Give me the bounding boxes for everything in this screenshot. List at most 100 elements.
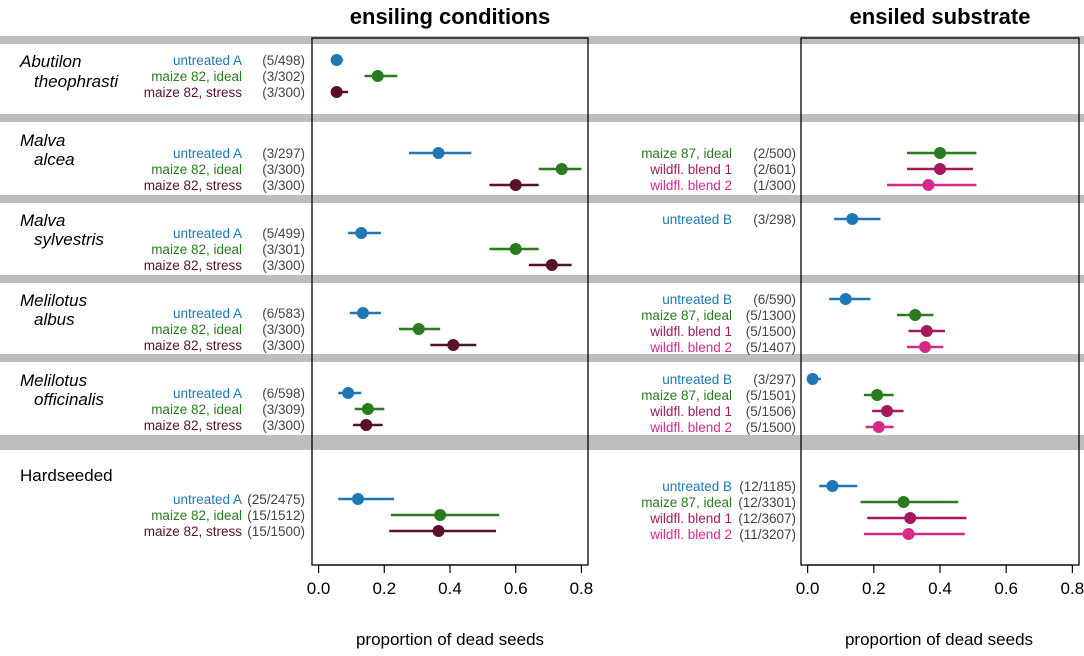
row-count: (12/3301) xyxy=(738,495,796,510)
estimate-point xyxy=(371,70,384,82)
x-tick-label: 0.8 xyxy=(1061,579,1084,598)
estimate-point xyxy=(934,163,946,175)
axes: ensiling conditions 0.0 0.2 0.4 0.6 0.8 propor… xyxy=(307,4,1084,649)
row-count: (5/1407) xyxy=(746,340,796,355)
row-count: (12/1185) xyxy=(739,479,796,494)
estimate-point xyxy=(872,421,885,433)
estimate-point xyxy=(361,403,374,415)
estimate-point xyxy=(922,179,935,191)
row-count: (15/1512) xyxy=(247,508,305,523)
x-tick-label: 0.0 xyxy=(307,579,331,598)
x-tick-label: 0.6 xyxy=(994,579,1018,598)
row-count: (5/1300) xyxy=(746,308,796,323)
separator-bands xyxy=(0,36,1084,450)
separator-band xyxy=(0,114,1084,122)
row-count: (3/300) xyxy=(262,178,305,193)
estimate-point xyxy=(806,373,819,385)
estimate-point xyxy=(355,227,368,239)
row-count: (3/300) xyxy=(262,322,305,337)
separator-band xyxy=(0,354,1084,362)
row-count: (11/3207) xyxy=(739,527,796,542)
species-name: officinalis xyxy=(34,390,104,409)
species-name: Melilotus xyxy=(20,291,88,310)
row-label: wildfl. blend 1 xyxy=(649,324,732,339)
row-count: (3/298) xyxy=(753,212,796,227)
row-label: maize 82, ideal xyxy=(151,402,242,417)
row-label: maize 87, ideal xyxy=(641,146,732,161)
data-marks xyxy=(330,54,977,540)
row-label: untreated B xyxy=(662,292,732,307)
species-name: alcea xyxy=(34,150,75,169)
row-label: wildfl. blend 1 xyxy=(649,404,732,419)
row-label: wildfl. blend 2 xyxy=(649,527,732,542)
estimate-point xyxy=(356,307,369,319)
species-name: albus xyxy=(34,310,75,329)
row-count: (3/297) xyxy=(753,372,796,387)
row-label: untreated A xyxy=(173,146,242,161)
x-axis-label: proportion of dead seeds xyxy=(356,630,544,649)
row-label: wildfl. blend 2 xyxy=(649,340,732,355)
species-name: Hardseeded xyxy=(20,466,113,485)
row-count: (3/309) xyxy=(262,402,305,417)
row-label: maize 87, ideal xyxy=(641,388,732,403)
estimate-point xyxy=(846,213,859,225)
species-name: Abutilon xyxy=(19,52,81,71)
row-count: (3/300) xyxy=(262,85,305,100)
estimate-point xyxy=(330,86,343,98)
estimate-point xyxy=(432,525,445,537)
row-label: wildfl. blend 2 xyxy=(649,178,732,193)
x-tick-label: 0.2 xyxy=(862,579,886,598)
estimate-point xyxy=(509,179,522,191)
row-count: (6/590) xyxy=(753,292,796,307)
estimate-point xyxy=(545,259,558,271)
row-count: (2/601) xyxy=(753,162,796,177)
estimate-point xyxy=(904,512,917,524)
row-label: untreated A xyxy=(173,53,242,68)
species-name: theophrasti xyxy=(34,72,119,91)
x-tick-label: 0.4 xyxy=(438,579,462,598)
estimate-point xyxy=(839,293,852,305)
row-label: untreated A xyxy=(173,226,242,241)
row-label: maize 82, stress xyxy=(144,338,243,353)
row-label: maize 87, ideal xyxy=(641,495,732,510)
estimate-point xyxy=(432,147,445,159)
estimate-point xyxy=(352,493,364,505)
row-label: maize 82, stress xyxy=(144,85,243,100)
estimate-point xyxy=(909,309,922,321)
separator-band xyxy=(0,36,1084,44)
estimate-point xyxy=(881,405,894,417)
row-count: (5/1500) xyxy=(746,324,796,339)
row-label: wildfl. blend 2 xyxy=(649,420,732,435)
row-label: maize 82, ideal xyxy=(151,508,242,523)
row-label: wildfl. blend 1 xyxy=(649,511,732,526)
row-count: (3/300) xyxy=(262,162,305,177)
x-tick-label: 0.2 xyxy=(372,579,396,598)
estimate-point xyxy=(826,480,839,492)
chart-title: ensiled substrate xyxy=(850,4,1031,29)
separator-band xyxy=(0,195,1084,203)
row-count: (2/500) xyxy=(753,146,796,161)
row-count: (3/300) xyxy=(262,418,305,433)
row-count: (6/583) xyxy=(262,306,305,321)
x-tick-label: 0.6 xyxy=(504,579,528,598)
row-count: (25/2475) xyxy=(247,492,305,507)
x-tick-label: 0.8 xyxy=(570,579,594,598)
estimate-point xyxy=(555,163,568,175)
row-label: maize 87, ideal xyxy=(641,308,732,323)
species-name: sylvestris xyxy=(34,230,104,249)
row-label: maize 82, ideal xyxy=(151,162,242,177)
row-label: untreated A xyxy=(173,386,242,401)
row-label: maize 82, stress xyxy=(144,178,243,193)
row-count: (5/499) xyxy=(262,226,305,241)
estimate-point xyxy=(902,528,915,540)
row-count: (5/1506) xyxy=(746,404,796,419)
row-label: untreated B xyxy=(662,372,732,387)
row-count: (3/300) xyxy=(262,258,305,273)
row-label: untreated A xyxy=(173,306,242,321)
estimate-point xyxy=(897,496,910,508)
row-count: (3/297) xyxy=(262,146,305,161)
row-count: (12/3607) xyxy=(738,511,796,526)
row-count: (15/1500) xyxy=(247,524,305,539)
